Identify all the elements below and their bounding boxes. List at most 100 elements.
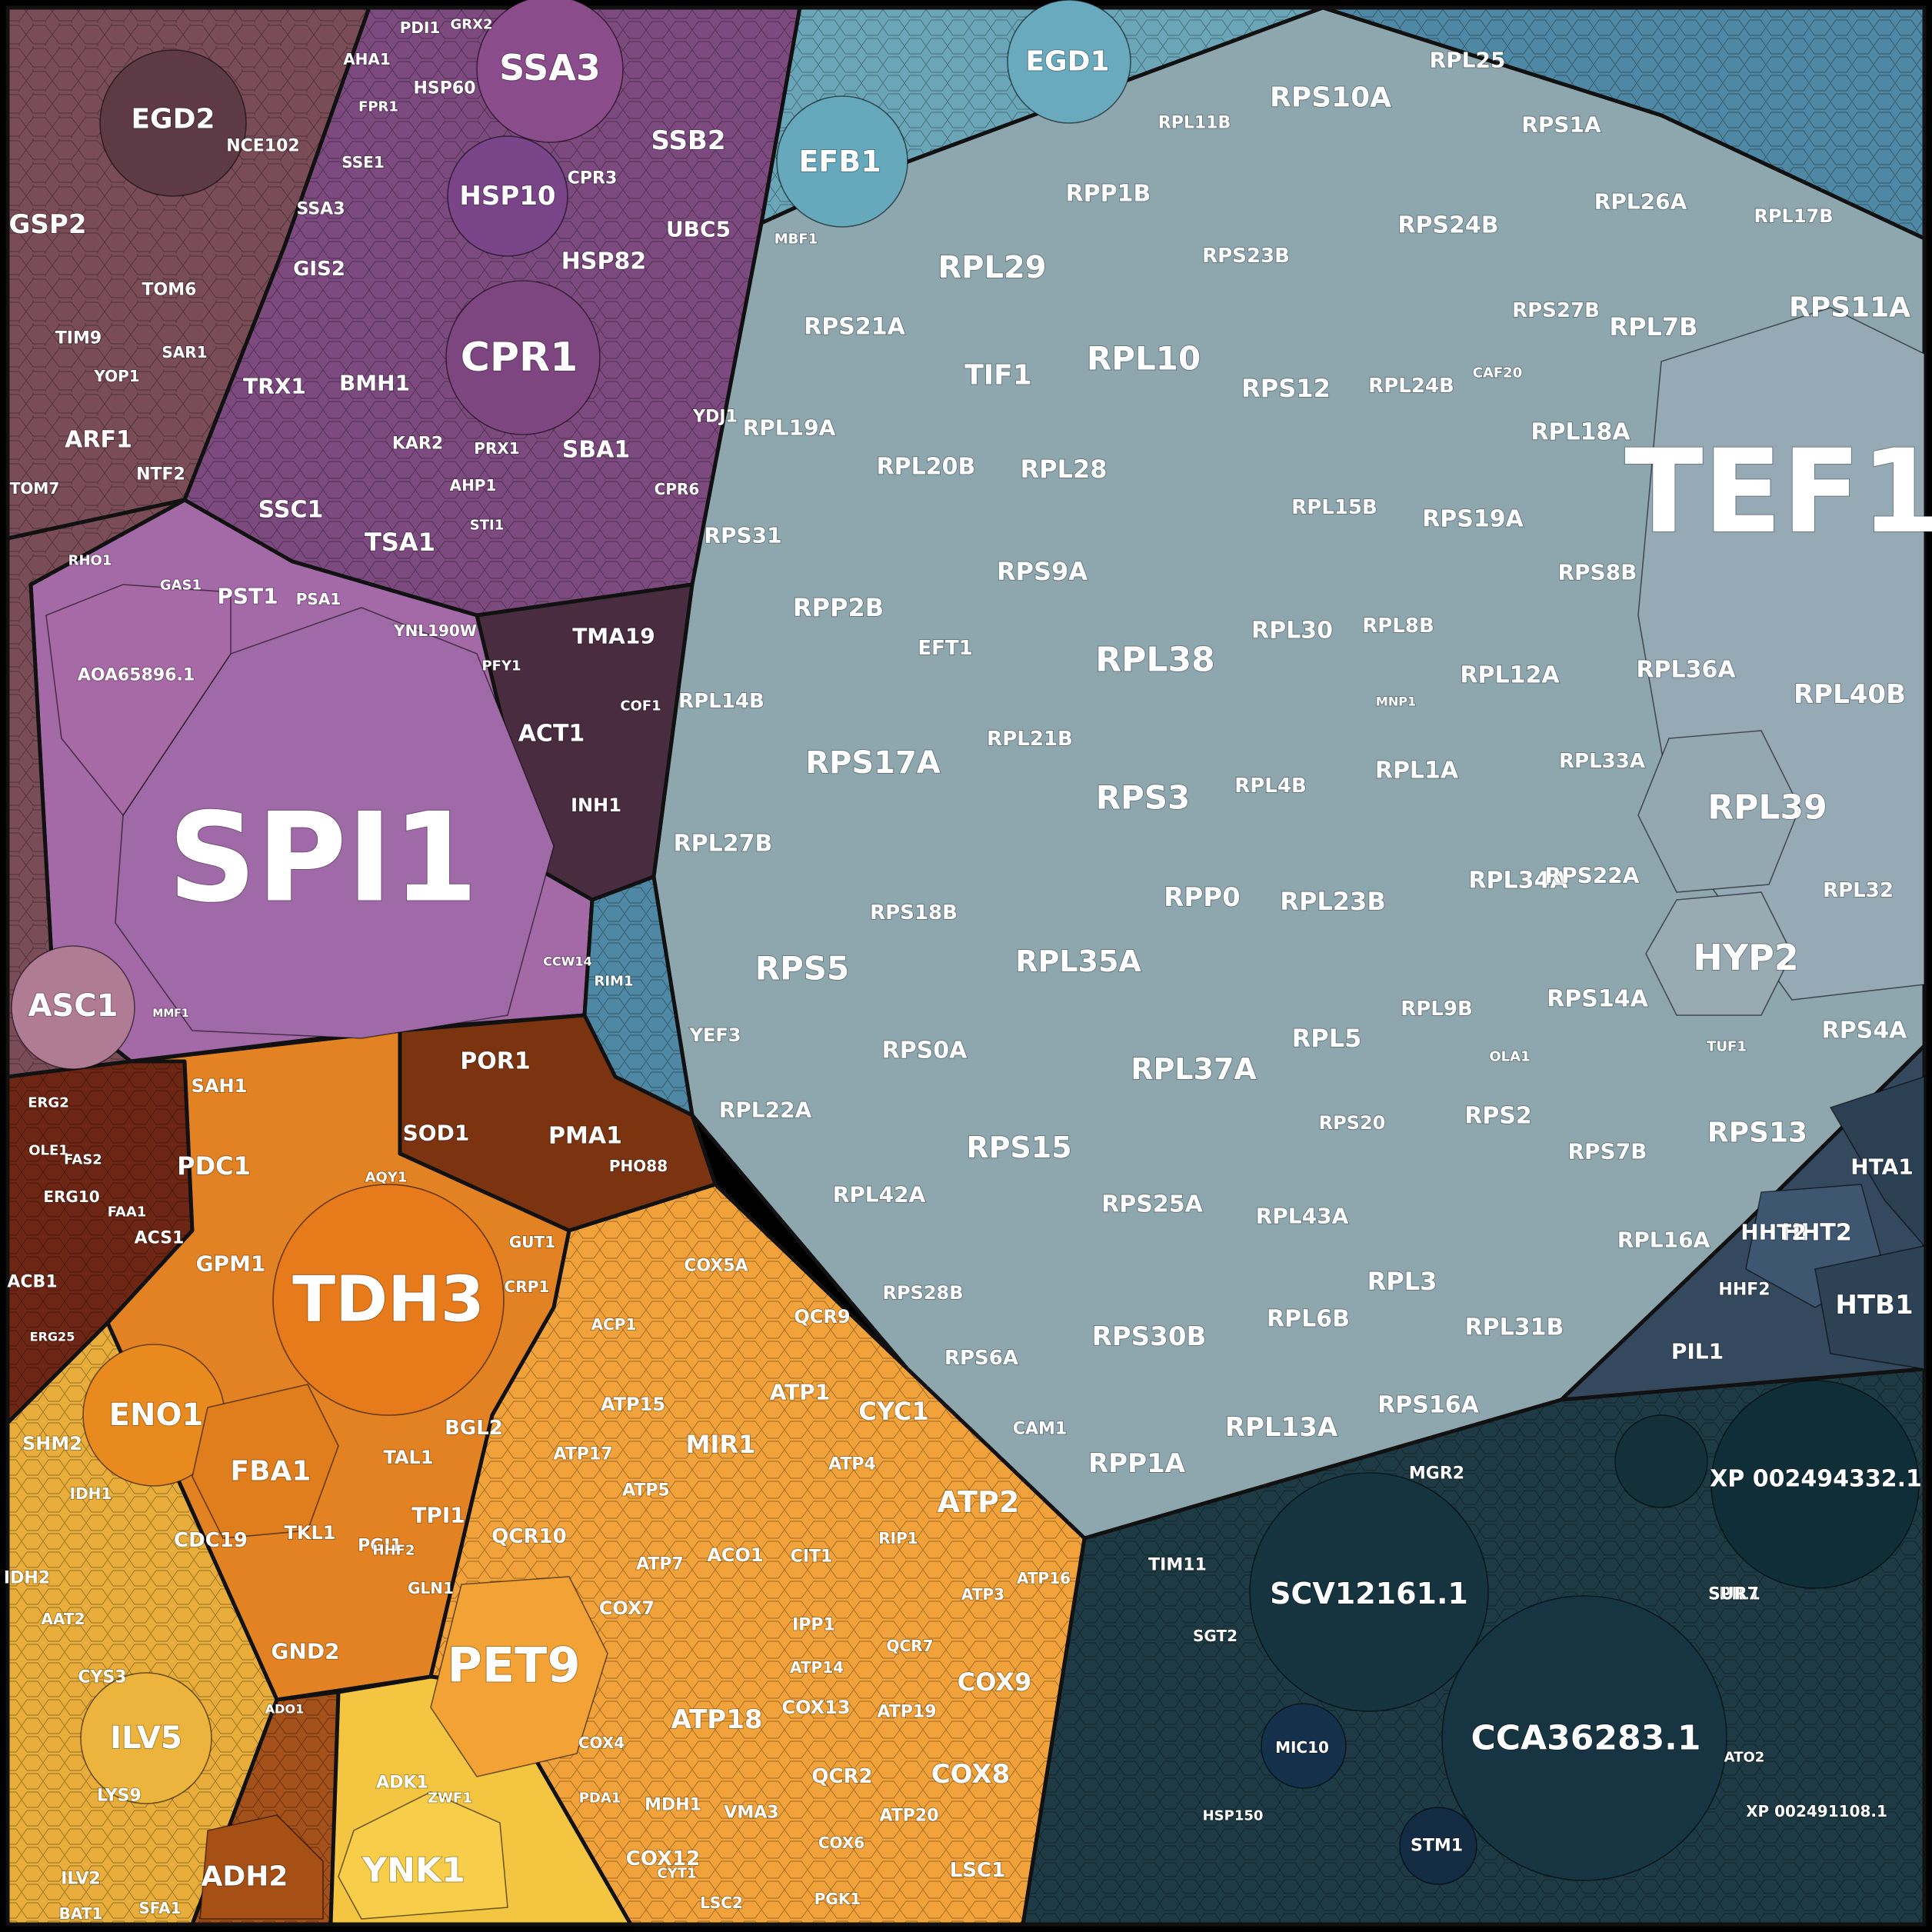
protein-label: POR1 <box>460 1048 530 1075</box>
protein-label: GPM1 <box>196 1251 266 1277</box>
protein-label: SHM2 <box>22 1433 82 1454</box>
protein-label: RPL4B <box>1234 774 1307 798</box>
protein-label: HYP2 <box>1693 937 1799 978</box>
protein-label: RPS11A <box>1789 292 1910 324</box>
protein-label: LSC1 <box>950 1859 1005 1882</box>
protein-label: VMA3 <box>724 1804 778 1823</box>
protein-label: PIL1 <box>1719 1585 1760 1604</box>
protein-label: TUF1 <box>1707 1039 1747 1055</box>
cell-cpr1 <box>445 280 601 435</box>
cell-ynk1 <box>338 1791 508 1920</box>
protein-label: QCR9 <box>794 1306 850 1327</box>
protein-label: ATP17 <box>553 1445 612 1464</box>
protein-label: RPP2B <box>793 593 884 622</box>
protein-label: CYC1 <box>858 1397 928 1426</box>
protein-label: PDC1 <box>177 1151 251 1181</box>
protein-label: COX5A <box>684 1257 748 1276</box>
protein-label: RPL19A <box>743 415 836 441</box>
protein-label: IPP1 <box>792 1616 835 1635</box>
protein-label: RPS1A <box>1521 112 1601 138</box>
protein-label: GUT1 <box>509 1233 555 1251</box>
protein-label: COX6 <box>818 1834 864 1852</box>
protein-label: CPR1 <box>461 335 578 381</box>
protein-label: STM1 <box>1411 1837 1463 1856</box>
cell-rpl39 <box>1637 730 1800 893</box>
protein-label: CDC19 <box>174 1529 248 1552</box>
cell-cca36283 <box>1441 1595 1727 1881</box>
protein-label: ATP2 <box>938 1485 1020 1519</box>
protein-label: RPL1A <box>1375 758 1459 784</box>
protein-label: TOM6 <box>142 281 197 300</box>
protein-label: PDA1 <box>579 1790 621 1807</box>
protein-label: RPL14B <box>678 690 764 713</box>
protein-label: RPL18A <box>1531 419 1631 446</box>
protein-label: RPL42A <box>833 1182 926 1208</box>
cell-fba1 <box>192 1384 339 1539</box>
protein-labels: TEF1 SPI1 TDH3 PET9 CCA36283.1 SCV12161.1 SSA3… <box>3 16 1932 1924</box>
protein-label: OLE1 <box>28 1143 68 1159</box>
protein-label: IDH1 <box>70 1484 112 1503</box>
protein-label: SUR7 <box>1708 1585 1759 1604</box>
protein-label: ENO1 <box>109 1397 204 1433</box>
protein-label: RPL3 <box>1367 1267 1437 1296</box>
protein-label: EFB1 <box>798 145 881 178</box>
protein-label: ERG25 <box>30 1330 75 1344</box>
protein-label: XP 002491108.1 <box>1746 1802 1887 1820</box>
protein-label: CCA36283.1 <box>1471 1719 1700 1758</box>
protein-label: RPS0A <box>882 1038 968 1064</box>
cell-hsp10 <box>447 135 568 257</box>
protein-label: PGI1 <box>358 1537 402 1556</box>
protein-label: ERG2 <box>28 1095 68 1111</box>
protein-label: RPL5 <box>1292 1024 1362 1053</box>
protein-label: SFA1 <box>138 1899 181 1917</box>
protein-label: ARF1 <box>65 427 132 454</box>
protein-label: KAR2 <box>392 435 443 454</box>
protein-label: RPL8B <box>1362 615 1434 638</box>
protein-label: AHA1 <box>343 50 391 68</box>
protein-label: FPR1 <box>358 99 398 115</box>
protein-label: ATP16 <box>1017 1569 1071 1587</box>
cell-scv12161 <box>1249 1472 1489 1712</box>
protein-label: RPL28 <box>1020 455 1107 484</box>
cell-htb1 <box>1814 1245 1925 1370</box>
protein-label: SCV12161.1 <box>1270 1577 1468 1611</box>
protein-label: CYT1 <box>657 1866 696 1882</box>
protein-label: RPL30 <box>1251 618 1333 645</box>
protein-label: AHP1 <box>450 476 497 495</box>
protein-label: YEF3 <box>689 1024 741 1046</box>
protein-label: RPL38 <box>1095 641 1214 680</box>
protein-label: GAS1 <box>160 578 202 594</box>
protein-label: ATP18 <box>671 1704 762 1735</box>
protein-label: RPS24B <box>1397 212 1498 239</box>
protein-label: RPL39 <box>1707 788 1827 828</box>
protein-label: CIT1 <box>791 1547 833 1567</box>
protein-label: RPL12A <box>1460 662 1560 689</box>
protein-label: COX4 <box>578 1734 625 1752</box>
protein-label: TSA1 <box>365 528 435 557</box>
protein-label: RIM1 <box>595 974 634 990</box>
protein-label: RPS5 <box>755 950 850 988</box>
protein-label: SPI1 <box>168 786 478 930</box>
protein-label: RPL13A <box>1225 1412 1338 1443</box>
protein-label: RPL10 <box>1087 340 1201 378</box>
protein-label: RPL35A <box>1015 944 1141 978</box>
protein-label: RPL33A <box>1559 750 1645 773</box>
protein-label: HSP10 <box>459 181 555 212</box>
protein-label: CAF20 <box>1473 365 1523 381</box>
cell-adh2 <box>199 1814 324 1920</box>
protein-label: PGK1 <box>814 1890 861 1908</box>
protein-label: BGL2 <box>445 1417 503 1440</box>
protein-label: CYS3 <box>78 1668 126 1687</box>
protein-label: RPS6A <box>944 1347 1018 1370</box>
protein-label: RPS20 <box>1319 1112 1386 1134</box>
protein-label: UBC5 <box>666 217 731 242</box>
protein-label: RPL21B <box>987 728 1073 751</box>
protein-label: NCE102 <box>226 137 300 156</box>
protein-label: RPL17B <box>1754 205 1833 227</box>
protein-label: ERG10 <box>43 1188 99 1206</box>
protein-label: HHF2 <box>1718 1281 1770 1300</box>
protein-label: RPS7B <box>1567 1139 1647 1164</box>
protein-label: AOA65896.1 <box>78 666 195 685</box>
cell-hyp2 <box>1645 891 1793 1016</box>
protein-label: ASC1 <box>28 988 118 1024</box>
